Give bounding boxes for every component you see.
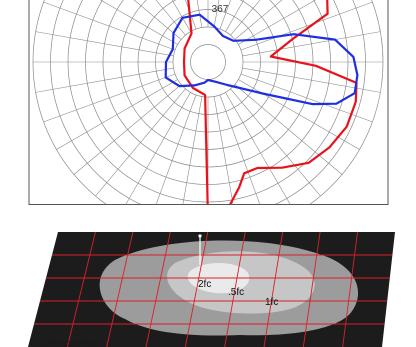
grid-spoke — [219, 0, 231, 30]
isofootcandle-plot: 2fc .5fc 1fc Grid spacing — [28, 232, 395, 347]
grid-spoke — [56, 79, 178, 150]
grid-spoke — [133, 0, 182, 40]
grid-spoke — [73, 84, 182, 175]
grid-spoke — [100, 0, 178, 45]
polar-candela-plot: 367 — [28, 0, 389, 205]
grid-line-vertical — [302, 232, 321, 347]
grid-spoke — [43, 73, 176, 123]
grid-spoke — [238, 79, 360, 150]
grid-spoke — [234, 0, 283, 40]
grid-spoke — [171, 0, 191, 32]
grid-spoke — [155, 0, 186, 36]
grid-line-vertical — [145, 232, 171, 347]
grid-line-vertical — [106, 232, 134, 347]
grid-line-vertical — [66, 232, 96, 347]
polar-candela-plot-panel: 367 — [28, 0, 389, 205]
grid-spoke — [182, 96, 203, 205]
grid-spoke — [234, 84, 343, 175]
grid-spoke — [43, 1, 176, 51]
grid-spoke — [95, 88, 186, 197]
fixture-head — [198, 234, 202, 238]
candela-curves — [164, 0, 359, 205]
iso-grid — [34, 232, 393, 347]
grid-spoke — [240, 1, 373, 51]
grid-spoke — [230, 88, 321, 197]
grid-spoke — [213, 96, 234, 205]
grid-line-vertical — [342, 232, 359, 347]
grid-spoke — [242, 31, 381, 57]
grid-spoke — [125, 92, 191, 205]
grid-spacing-caption: Grid spacing — [38, 338, 94, 347]
label-1fc: 1fc — [265, 297, 278, 308]
label-0-5fc: .5fc — [228, 287, 244, 298]
grid-spoke — [35, 31, 174, 57]
candela-curve-red — [182, 0, 358, 205]
center-candela-label: 367 — [212, 4, 229, 15]
grid-line-vertical — [184, 232, 209, 347]
isofootcandle-plot-panel: 2fc .5fc 1fc Grid spacing — [0, 215, 416, 347]
grid-spoke — [230, 0, 261, 36]
grid-spoke — [225, 92, 291, 205]
grid-spoke — [196, 0, 203, 28]
grid-line-vertical — [224, 232, 246, 347]
grid-spoke — [238, 0, 316, 45]
polar-grid — [32, 0, 384, 205]
grid-spoke — [213, 0, 220, 28]
grid-spoke — [225, 0, 245, 32]
grid-spoke — [35, 67, 174, 93]
candela-curve-blue — [164, 13, 359, 106]
label-2fc: 2fc — [198, 279, 211, 290]
grid-line-vertical — [263, 232, 284, 347]
